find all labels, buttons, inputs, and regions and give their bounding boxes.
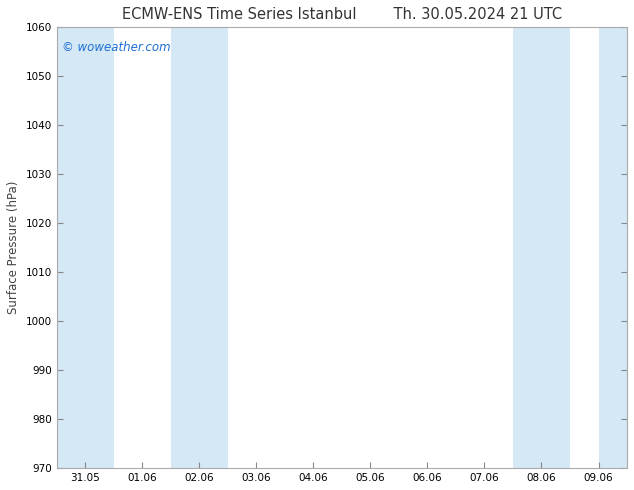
Bar: [56, 27, 113, 468]
Bar: [598, 27, 627, 468]
Bar: [513, 27, 570, 468]
Y-axis label: Surface Pressure (hPa): Surface Pressure (hPa): [7, 181, 20, 315]
Text: © woweather.com: © woweather.com: [62, 41, 171, 53]
Bar: [171, 27, 228, 468]
Title: ECMW-ENS Time Series Istanbul        Th. 30.05.2024 21 UTC: ECMW-ENS Time Series Istanbul Th. 30.05.…: [122, 7, 562, 22]
